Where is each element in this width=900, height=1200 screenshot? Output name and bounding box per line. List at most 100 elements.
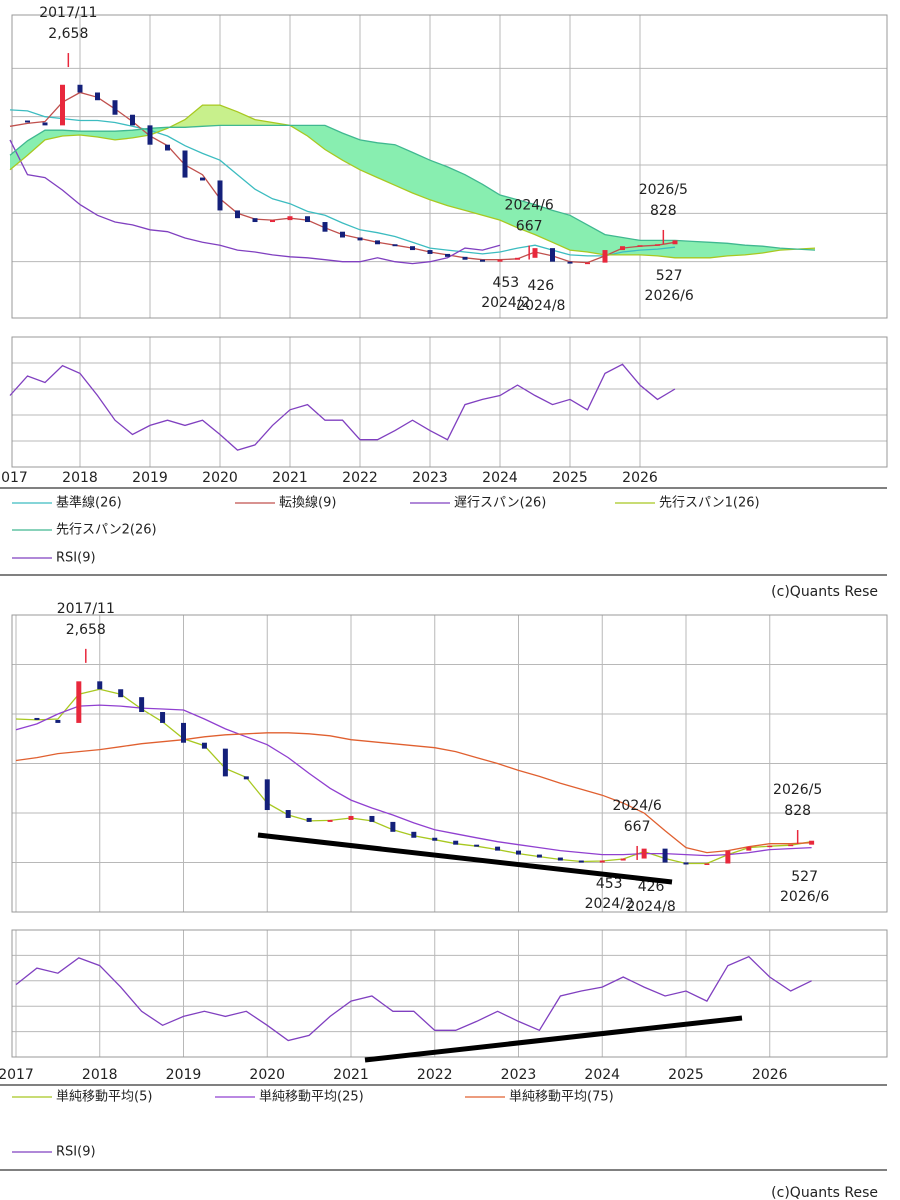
x-tick-label: 2022 <box>417 1067 453 1083</box>
candle <box>130 114 135 126</box>
annotation-value: 667 <box>516 219 543 235</box>
annotation-date: 2024/8 <box>516 298 565 314</box>
cloud <box>482 184 500 221</box>
annotation-date: 2026/6 <box>780 889 829 905</box>
candle <box>97 681 103 690</box>
indicator-line <box>9 124 816 251</box>
cloud <box>675 240 693 258</box>
candle <box>662 848 668 863</box>
candle <box>672 240 678 245</box>
cloud <box>237 111 255 126</box>
candle <box>160 712 166 723</box>
annotation-date: 2026/5 <box>773 782 822 798</box>
trend-line <box>364 1015 743 1063</box>
annotation-date: 2017/11 <box>57 601 115 617</box>
indicator-line <box>15 704 812 857</box>
candle <box>118 689 124 698</box>
candle <box>497 259 503 262</box>
price-panel <box>11 14 888 319</box>
candle <box>683 862 689 865</box>
credit: (c)Quants Rese <box>771 1185 878 1200</box>
candle <box>76 681 82 723</box>
legend-label: 単純移動平均(75) <box>509 1089 614 1105</box>
candle <box>139 697 145 713</box>
candle <box>445 253 450 257</box>
candle <box>60 84 65 126</box>
price-panel <box>11 614 888 913</box>
x-tick-label: 2024 <box>482 470 518 486</box>
candle <box>348 815 354 820</box>
candle <box>222 748 228 777</box>
candle <box>599 860 605 863</box>
candle <box>181 722 186 743</box>
annotation-date: 2024/8 <box>626 899 675 915</box>
annotation-date: 2017/11 <box>39 5 97 21</box>
candle <box>306 817 312 822</box>
x-tick-label: 2021 <box>272 470 308 486</box>
indicator-line <box>9 104 816 259</box>
candle <box>746 846 752 851</box>
x-tick-label: 2022 <box>342 470 378 486</box>
cloud <box>10 140 28 170</box>
cloud <box>430 160 448 206</box>
x-tick-label: 2018 <box>82 1067 118 1083</box>
cloud <box>62 130 80 136</box>
rsi-panel <box>11 336 888 468</box>
cloud <box>500 194 518 228</box>
candle <box>532 248 538 258</box>
candle <box>55 719 61 723</box>
candle <box>550 248 555 262</box>
candle <box>200 177 205 181</box>
legend-label: 遅行スパン(26) <box>454 496 546 511</box>
indicator-line <box>15 732 812 854</box>
candle <box>767 845 773 848</box>
annotation-value: 828 <box>650 203 677 219</box>
cloud <box>27 130 45 156</box>
candle <box>327 819 333 822</box>
candle <box>557 857 563 861</box>
cloud <box>517 199 535 235</box>
x-tick-label: 2017 <box>0 470 28 486</box>
legend-label: 先行スパン1(26) <box>659 496 760 511</box>
cloud <box>395 144 413 194</box>
cloud <box>255 119 273 126</box>
annotation-value: 453 <box>492 275 519 291</box>
cloud <box>552 210 570 251</box>
cloud <box>202 105 220 127</box>
legend-label: 単純移動平均(25) <box>259 1089 364 1105</box>
trend-line <box>257 832 673 885</box>
candle <box>620 246 625 251</box>
annotation-value: 667 <box>624 819 651 835</box>
rsi-line <box>15 955 812 1042</box>
x-tick-label: 2021 <box>333 1067 369 1083</box>
cloud <box>45 130 63 140</box>
annotation-date: 2024/6 <box>613 798 662 814</box>
candle <box>655 244 660 246</box>
candle <box>515 257 520 260</box>
candle <box>602 250 608 263</box>
legend-label: RSI(9) <box>56 1145 96 1160</box>
candle <box>77 84 83 93</box>
candle <box>42 122 48 126</box>
candle <box>95 92 100 101</box>
cloud <box>377 142 395 186</box>
cloud <box>185 105 203 128</box>
cloud <box>447 166 465 211</box>
candle <box>252 218 258 223</box>
x-tick-label: 2018 <box>62 470 98 486</box>
credit: (c)Quants Rese <box>771 584 878 600</box>
candle <box>165 144 170 151</box>
annotation-date: 2024/2 <box>481 295 530 311</box>
candle <box>25 120 30 123</box>
candle <box>147 125 153 145</box>
candle <box>495 846 501 851</box>
candle <box>474 844 480 847</box>
indicator-line <box>9 139 501 265</box>
cloud <box>570 215 588 252</box>
cloud <box>640 240 658 256</box>
candle <box>411 831 417 838</box>
candle <box>516 850 521 855</box>
legend-label: 先行スパン2(26) <box>56 523 157 538</box>
annotation-value: 828 <box>784 803 811 819</box>
